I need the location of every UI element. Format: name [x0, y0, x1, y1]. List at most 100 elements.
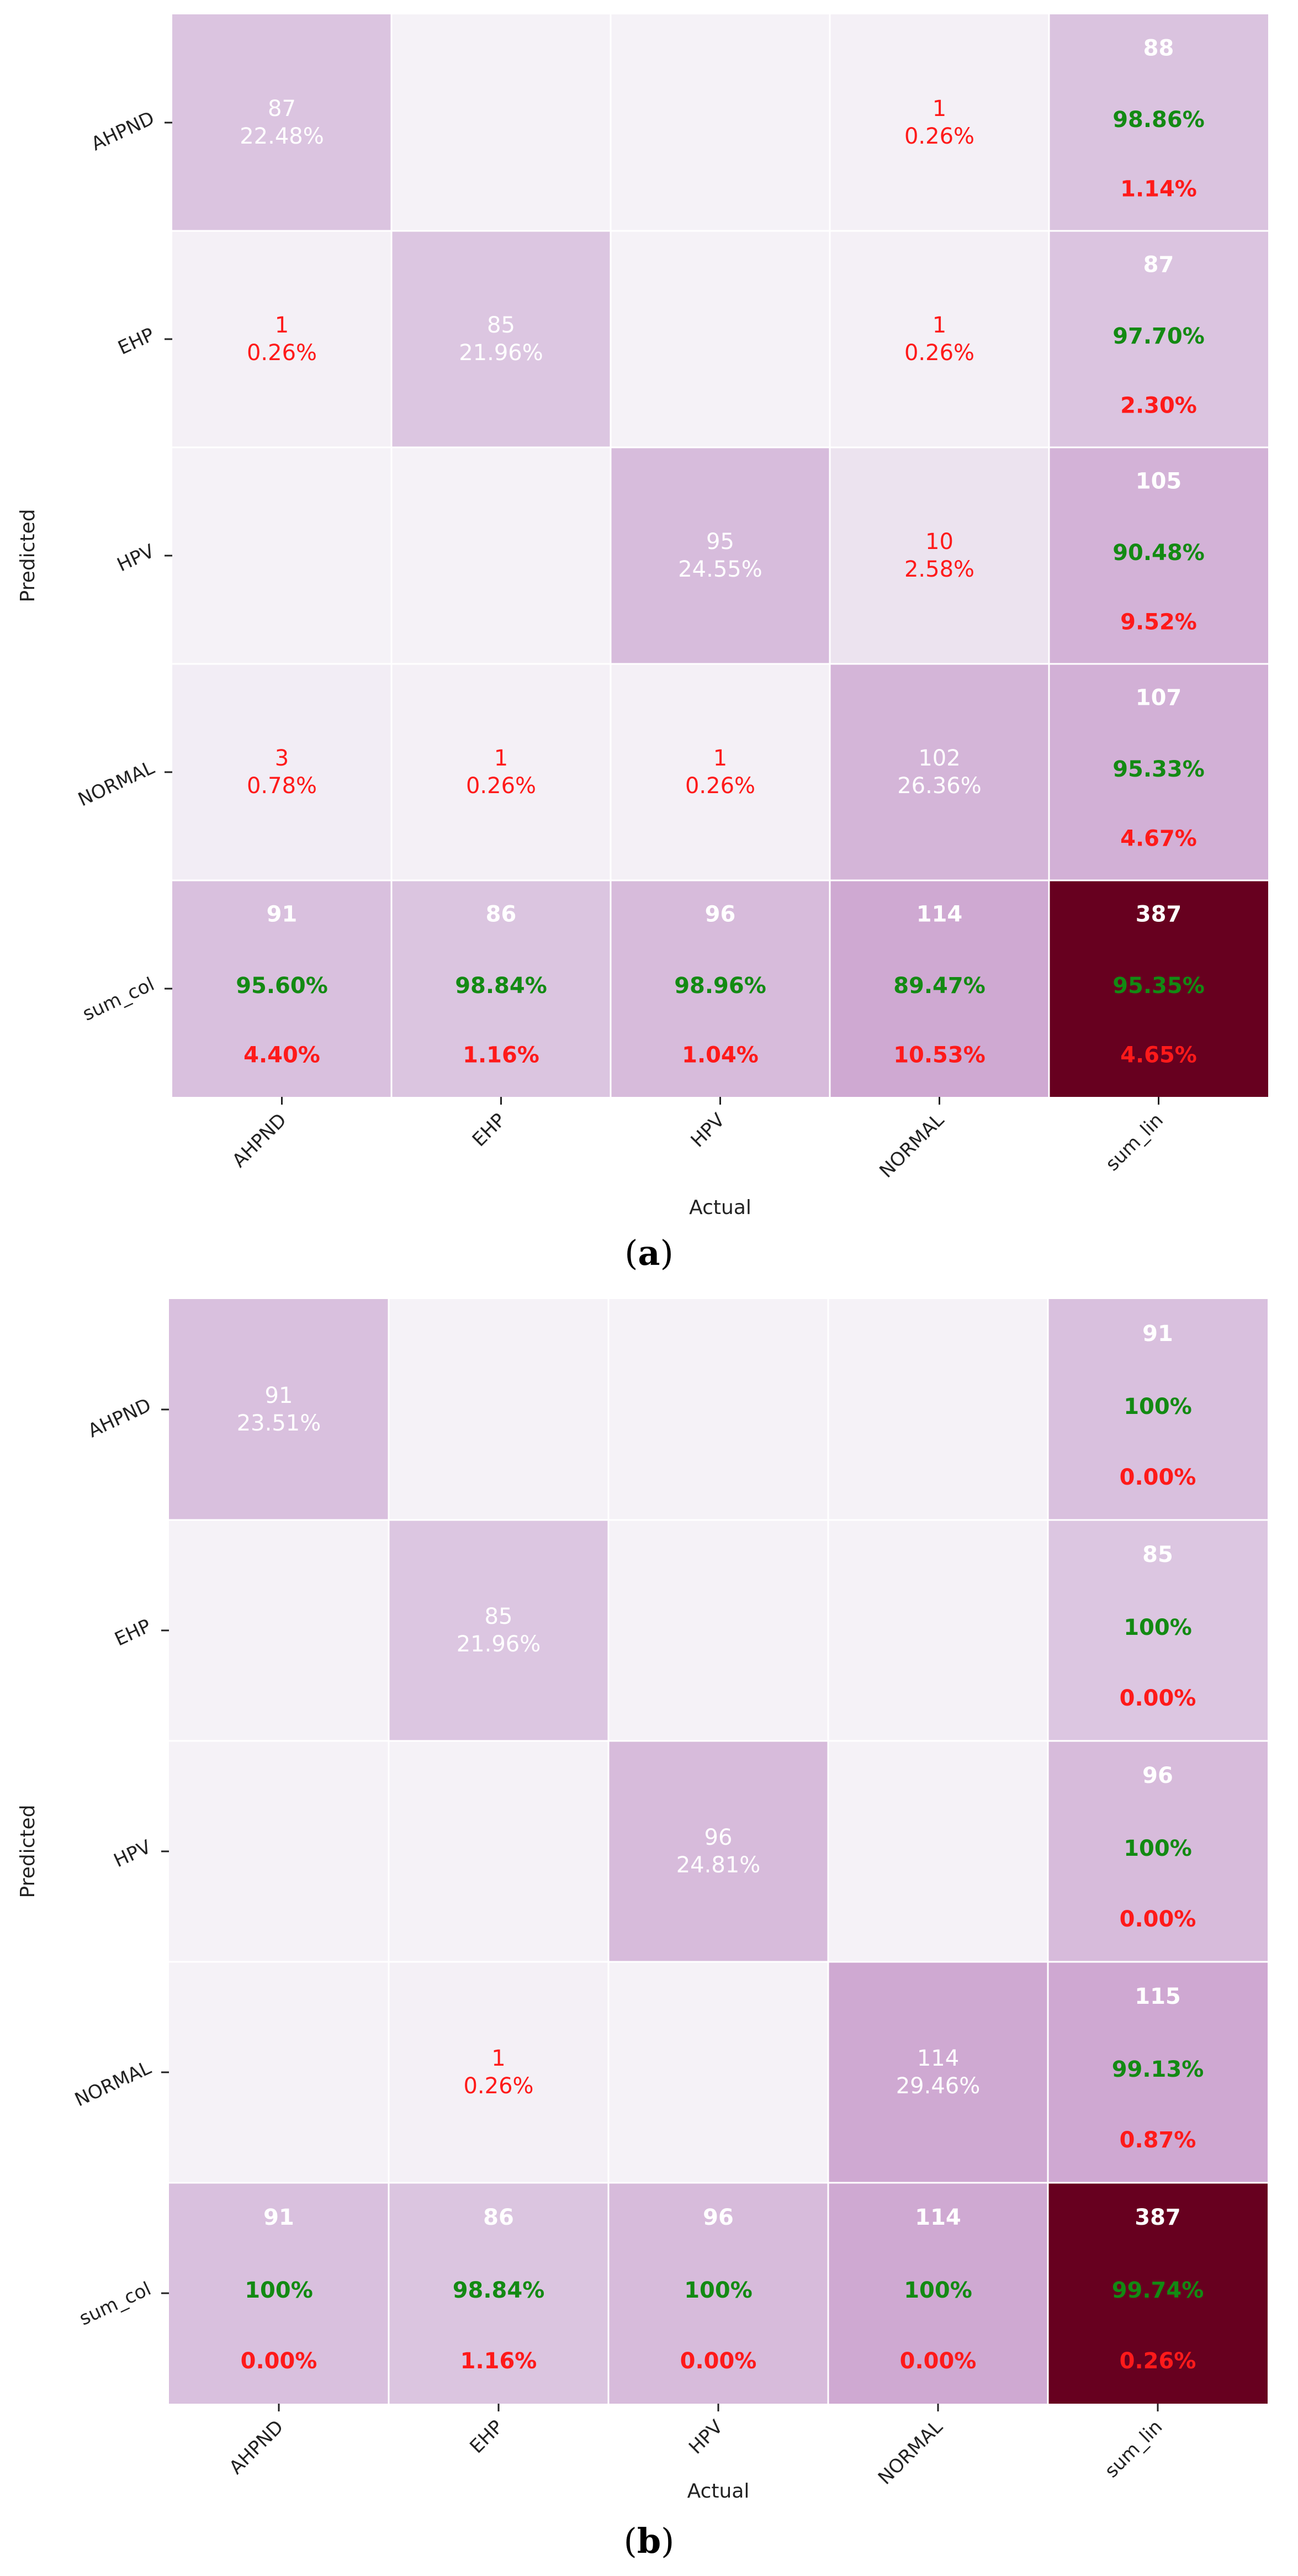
- sum-accuracy: 95.35%: [1112, 973, 1205, 999]
- sum-accuracy: 100%: [1124, 1615, 1192, 1640]
- cell-count: 87: [268, 96, 296, 122]
- sum-count: 86: [486, 901, 517, 927]
- cell-0-4-2: [611, 880, 830, 1097]
- x-tick-label: NORMAL: [874, 2416, 947, 2489]
- x-tick-label: AHPND: [225, 2416, 288, 2479]
- cell-percent: 26.36%: [897, 773, 982, 799]
- caption-letter-a: a: [638, 1233, 660, 1273]
- sum-accuracy: 99.13%: [1112, 2057, 1204, 2082]
- sum-accuracy: 100%: [904, 2278, 972, 2303]
- sum-error: 4.65%: [1120, 1042, 1197, 1068]
- cell-0-4-3: [830, 880, 1049, 1097]
- sum-count: 387: [1135, 2205, 1181, 2230]
- cell-1-0-2: [608, 1299, 828, 1520]
- cell-0-3-2: [611, 664, 830, 880]
- x-tick-label: EHP: [468, 1109, 510, 1151]
- cell-percent: 0.26%: [247, 340, 317, 366]
- sum-error: 10.53%: [893, 1042, 986, 1068]
- x-tick-label: HPV: [685, 2416, 727, 2458]
- sum-error: 1.14%: [1120, 176, 1197, 202]
- x-axis-label: Actual: [687, 2480, 750, 2503]
- cell-1-0-3: [828, 1299, 1048, 1520]
- cell-0-2-0: [172, 447, 391, 664]
- cell-1-2-4: [1048, 1741, 1268, 1962]
- cell-percent: 0.26%: [466, 773, 536, 799]
- cell-1-3-2: [608, 1962, 828, 2183]
- cell-count: 91: [265, 1383, 293, 1408]
- sum-count: 86: [483, 2205, 514, 2230]
- cell-1-0-4: [1048, 1299, 1268, 1520]
- cell-1-2-2: [608, 1741, 828, 1962]
- sum-accuracy: 100%: [245, 2278, 313, 2303]
- sum-accuracy: 100%: [1124, 1836, 1192, 1861]
- cell-1-1-1: [389, 1520, 608, 1741]
- sum-count: 91: [1142, 1321, 1173, 1347]
- sum-accuracy: 90.48%: [1112, 540, 1205, 566]
- caption-a: (a): [624, 1233, 674, 1273]
- sum-accuracy: 97.70%: [1112, 324, 1205, 349]
- sum-error: 1.04%: [682, 1042, 759, 1068]
- y-tick-label: HPV: [110, 1836, 155, 1872]
- sum-count: 387: [1136, 901, 1182, 927]
- cell-count: 1: [275, 313, 289, 338]
- cell-0-0-2: [611, 14, 830, 231]
- cell-count: 96: [704, 1825, 733, 1850]
- cell-1-3-4: [1048, 1962, 1268, 2183]
- sum-count: 96: [1142, 1763, 1173, 1788]
- y-tick-label: AHPND: [84, 1394, 155, 1442]
- sum-count: 85: [1142, 1542, 1173, 1567]
- cell-count: 1: [491, 2046, 505, 2071]
- sum-accuracy: 98.86%: [1112, 107, 1205, 133]
- cell-1-2-3: [828, 1741, 1048, 1962]
- cell-0-1-2: [611, 231, 830, 447]
- cell-0-2-1: [391, 447, 611, 664]
- cell-percent: 21.96%: [457, 1632, 541, 1657]
- cell-0-0-4: [1049, 14, 1268, 231]
- sum-error: 0.00%: [1120, 1907, 1196, 1932]
- figure-panel-b: 91 23.51% 91 100% 0.00% 85 21.96% 85 100% 0.00% 96…: [0, 1292, 1298, 2576]
- cell-1-4-4: [1048, 2183, 1268, 2404]
- cell-1-0-1: [389, 1299, 608, 1520]
- sum-accuracy: 98.84%: [455, 973, 547, 999]
- caption-letter-b: b: [637, 2521, 661, 2561]
- x-tick-label: sum_lin: [1101, 1109, 1168, 1175]
- cell-0-1-1: [391, 231, 611, 447]
- cell-1-3-1: [389, 1962, 608, 2183]
- sum-accuracy: 100%: [1124, 1394, 1192, 1419]
- cell-0-1-0: [172, 231, 391, 447]
- cell-percent: 24.81%: [676, 1852, 761, 1878]
- y-tick-label: AHPND: [88, 107, 158, 155]
- sum-error: 9.52%: [1120, 609, 1197, 635]
- cell-1-1-4: [1048, 1520, 1268, 1741]
- confusion-matrix-a: 8722.48%10.26%8898.86%1.14%10.26%8521.96…: [17, 14, 1268, 1219]
- cell-0-0-1: [391, 14, 611, 231]
- sum-error: 0.87%: [1120, 2128, 1196, 2153]
- y-axis-label: Predicted: [17, 509, 39, 603]
- cell-count: 10: [925, 529, 953, 555]
- sum-count: 96: [705, 901, 736, 927]
- cell-1-0-0: [169, 1299, 389, 1520]
- sum-count: 96: [703, 2205, 734, 2230]
- sum-count: 105: [1136, 468, 1182, 494]
- cell-1-4-3: [828, 2183, 1048, 2404]
- sum-accuracy: 98.84%: [453, 2278, 545, 2303]
- cell-count: 1: [713, 746, 727, 771]
- cell-1-2-1: [389, 1741, 608, 1962]
- cell-count: 1: [933, 313, 946, 338]
- y-tick-label: sum_col: [80, 973, 158, 1026]
- cell-0-2-4: [1049, 447, 1268, 664]
- caption-b: (b): [623, 2521, 675, 2561]
- sum-error: 1.16%: [460, 2348, 537, 2374]
- cell-1-4-1: [389, 2183, 608, 2404]
- sum-error: 0.26%: [1120, 2348, 1196, 2374]
- cell-count: 85: [485, 1604, 513, 1629]
- sum-count: 107: [1136, 685, 1182, 710]
- cell-percent: 22.48%: [240, 124, 324, 149]
- sum-accuracy: 100%: [684, 2278, 753, 2303]
- sum-error: 1.16%: [463, 1042, 539, 1068]
- cell-1-4-0: [169, 2183, 389, 2404]
- cell-percent: 29.46%: [896, 2073, 981, 2099]
- sum-error: 0.00%: [1120, 1465, 1196, 1490]
- x-tick-label: AHPND: [228, 1109, 291, 1172]
- figure-panel-a: 87 22.48% 1 0.26% 88 98.86% 1.14% 1 0.26% 85 21.96…: [17, 14, 1268, 1273]
